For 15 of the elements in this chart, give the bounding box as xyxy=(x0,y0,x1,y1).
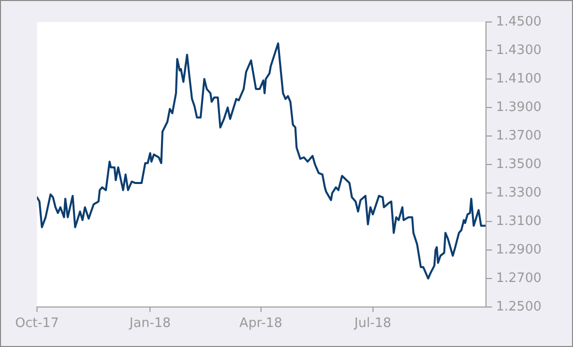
y-tick-label: 1.3100 xyxy=(496,214,542,229)
y-tick-label: 1.4500 xyxy=(496,14,542,30)
x-tick-label: Jul-18 xyxy=(353,316,392,332)
y-tick-label: 1.3500 xyxy=(496,156,542,172)
y-tick-label: 1.2700 xyxy=(496,270,542,286)
y-tick-label: 1.2900 xyxy=(496,242,542,258)
y-tick-label: 1.4300 xyxy=(496,42,542,58)
y-tick-label: 1.2500 xyxy=(496,299,542,314)
x-tick-label: Apr-18 xyxy=(239,316,282,332)
x-tick-label: Oct-17 xyxy=(15,316,59,332)
x-tick-label: Jan-18 xyxy=(128,316,171,332)
y-tick-label: 1.4100 xyxy=(496,71,542,86)
y-tick-label: 1.3300 xyxy=(496,185,542,200)
y-tick-label: 1.3900 xyxy=(496,100,542,115)
y-tick-label: 1.3700 xyxy=(496,128,542,144)
